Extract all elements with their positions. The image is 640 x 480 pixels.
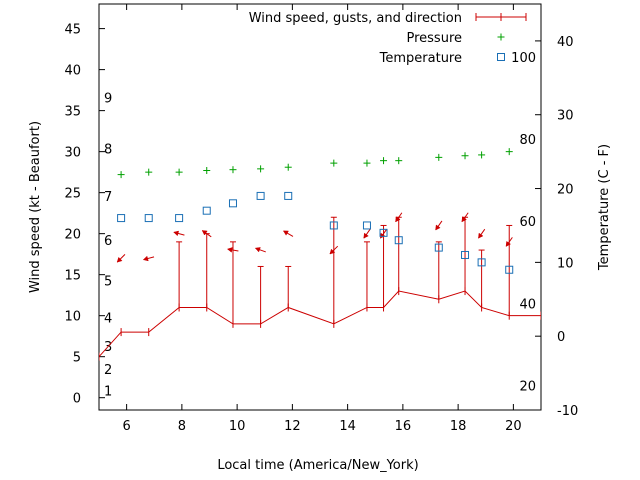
legend-label-temperature: Temperature (379, 51, 462, 66)
legend-label-pressure: Pressure (406, 31, 462, 46)
temperature-point (256, 191, 265, 200)
pressure-point (229, 166, 237, 174)
y-tick-label: 15 (64, 269, 81, 284)
wind-direction-arrowhead (505, 240, 512, 247)
y-tick-label: 10 (64, 310, 81, 325)
pressure-point (175, 168, 183, 176)
beaufort-tick-label: 1 (104, 384, 112, 399)
x-tick-label: 20 (505, 419, 522, 434)
wind-direction-arrowhead (201, 230, 208, 236)
y2-tick-label: 20 (557, 183, 574, 198)
x-tick-label: 14 (339, 419, 356, 434)
wind-direction-arrowhead (461, 216, 467, 223)
pressure-point (330, 159, 338, 167)
y2-tick-label: 30 (557, 109, 574, 124)
y-tick-label: 30 (64, 146, 81, 161)
x-tick-label: 18 (450, 419, 467, 434)
beaufort-tick-label: 6 (104, 234, 112, 249)
fahrenheit-tick-label: 100 (511, 51, 536, 66)
y2-tick-label: -10 (557, 404, 578, 419)
x-tick-label: 12 (284, 419, 301, 434)
y2-axis-label: Temperature (C - F) (597, 144, 612, 271)
wind-direction-arrowhead (380, 232, 386, 239)
fahrenheit-tick-label: 40 (519, 298, 536, 313)
wind-direction-arrowhead (283, 230, 289, 236)
temperature-point (228, 199, 237, 208)
y-tick-label: 0 (73, 392, 81, 407)
pressure-point (145, 168, 153, 176)
pressure-point (461, 152, 469, 160)
fahrenheit-tick-label: 60 (519, 215, 536, 230)
beaufort-tick-label: 7 (104, 190, 112, 205)
y-tick-label: 45 (64, 23, 81, 38)
temperature-point (477, 258, 486, 267)
pressure-point (380, 157, 388, 165)
temperature-point (434, 243, 443, 252)
y2-tick-label: 10 (557, 256, 574, 271)
y-tick-label: 25 (64, 187, 81, 202)
beaufort-tick-label: 9 (104, 92, 112, 107)
pressure-point (257, 165, 265, 173)
pressure-point (117, 171, 125, 179)
temperature-point (202, 206, 211, 215)
fahrenheit-tick-label: 80 (519, 133, 536, 148)
legend-swatch-temperature (497, 53, 505, 61)
pressure-point (203, 167, 211, 175)
pressure-point (395, 157, 403, 165)
x-tick-label: 10 (229, 419, 246, 434)
temperature-point (284, 191, 293, 200)
wind-direction-arrowhead (142, 255, 149, 262)
wind-direction-arrowhead (478, 232, 484, 239)
legend-label-wind: Wind speed, gusts, and direction (249, 11, 462, 26)
plot-border (98, 3, 542, 411)
pressure-point (284, 163, 292, 171)
pressure-point (435, 153, 443, 161)
y-tick-label: 40 (64, 64, 81, 79)
pressure-point (505, 148, 513, 156)
x-tick-label: 16 (395, 419, 412, 434)
y2-tick-label: 0 (557, 330, 565, 345)
x-tick-label: 8 (178, 419, 186, 434)
pressure-point (363, 159, 371, 167)
wind-direction-arrowhead (116, 256, 123, 263)
y-tick-label: 5 (73, 351, 81, 366)
temperature-point (505, 265, 514, 274)
wind-direction-arrowhead (435, 224, 441, 231)
y-tick-label: 20 (64, 228, 81, 243)
pressure-point (478, 151, 486, 159)
wind-direction-arrowhead (254, 247, 261, 253)
y2-tick-label: 40 (557, 35, 574, 50)
wind-direction-arrowhead (173, 230, 180, 237)
beaufort-tick-label: 5 (104, 274, 112, 289)
wind-direction-arrowhead (363, 232, 369, 239)
wind-speed-line (99, 290, 541, 358)
temperature-point (362, 221, 371, 230)
temperature-point (117, 214, 126, 223)
beaufort-tick-label: 3 (104, 340, 112, 355)
temperature-point (329, 221, 338, 230)
beaufort-tick-label: 2 (104, 363, 112, 378)
wind-direction-arrowhead (227, 247, 233, 253)
y-tick-label: 35 (64, 105, 81, 120)
beaufort-tick-label: 4 (104, 311, 112, 326)
temperature-point (394, 236, 403, 245)
temperature-point (175, 214, 184, 223)
wind-direction-arrowhead (395, 216, 401, 223)
beaufort-tick-label: 8 (104, 142, 112, 157)
temperature-point (379, 228, 388, 237)
wind-direction-arrowhead (329, 248, 336, 255)
x-tick-label: 6 (122, 419, 130, 434)
temperature-point (461, 250, 470, 259)
temperature-point (144, 214, 153, 223)
x-axis-label: Local time (America/New_York) (217, 458, 418, 473)
fahrenheit-tick-label: 20 (519, 380, 536, 395)
y-axis-label: Wind speed (kt - Beaufort) (28, 121, 43, 293)
